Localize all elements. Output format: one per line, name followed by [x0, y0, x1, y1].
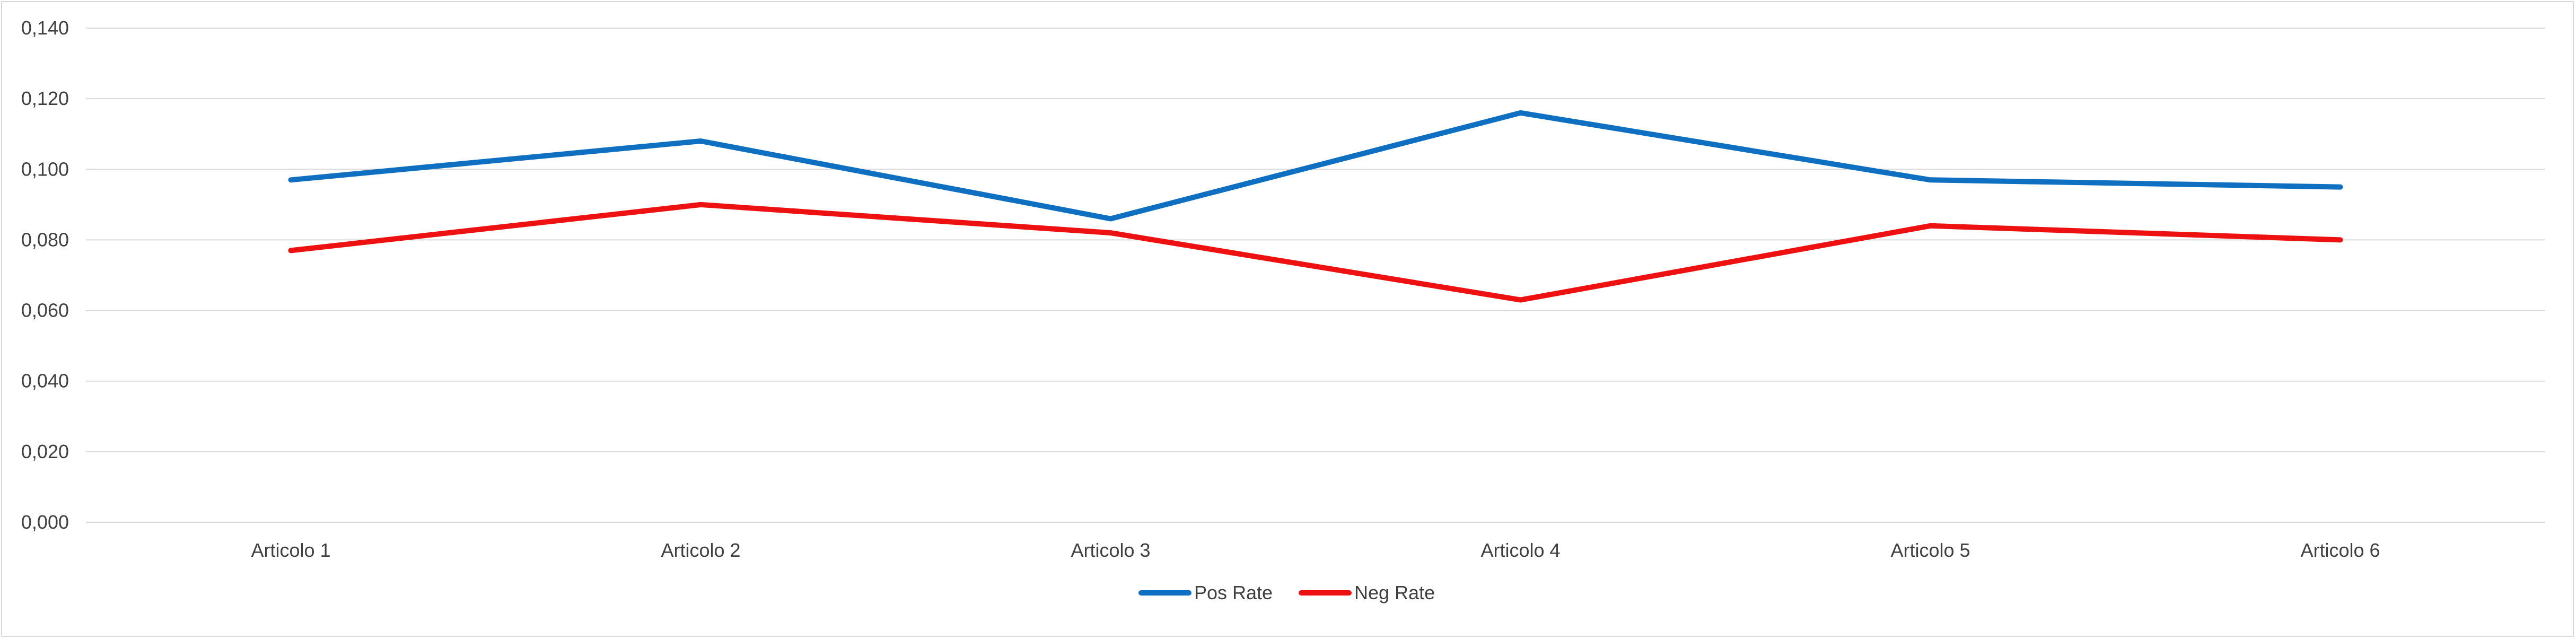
x-tick-label: Articolo 5 [1890, 539, 1970, 561]
y-tick-label: 0,100 [21, 158, 69, 180]
x-tick-label: Articolo 2 [661, 539, 740, 561]
x-tick-label: Articolo 4 [1480, 539, 1560, 561]
legend: Pos Rate Neg Rate [1138, 582, 1435, 603]
y-tick-label: 0,020 [21, 441, 69, 462]
series-line-neg-rate [288, 202, 2343, 303]
y-axis-tick-labels: 0,000 0,020 0,040 0,060 0,080 0,100 0,120 0,140 [21, 17, 69, 533]
y-tick-label: 0,080 [21, 229, 69, 250]
series-lines [288, 110, 2343, 303]
y-tick-label: 0,000 [21, 511, 69, 533]
x-axis-tick-labels: Articolo 1 Articolo 2 Articolo 3 Articolo 4… [251, 539, 2380, 561]
x-tick-label: Articolo 1 [251, 539, 330, 561]
x-tick-label: Articolo 6 [2300, 539, 2380, 561]
gridlines [86, 28, 2545, 523]
legend-label: Pos Rate [1194, 582, 1273, 603]
y-tick-label: 0,140 [21, 17, 69, 39]
legend-label: Neg Rate [1354, 582, 1435, 603]
y-tick-label: 0,040 [21, 370, 69, 392]
y-tick-label: 0,120 [21, 87, 69, 109]
series-line-pos-rate [288, 110, 2343, 222]
y-tick-label: 0,060 [21, 300, 69, 321]
x-tick-label: Articolo 3 [1071, 539, 1150, 561]
